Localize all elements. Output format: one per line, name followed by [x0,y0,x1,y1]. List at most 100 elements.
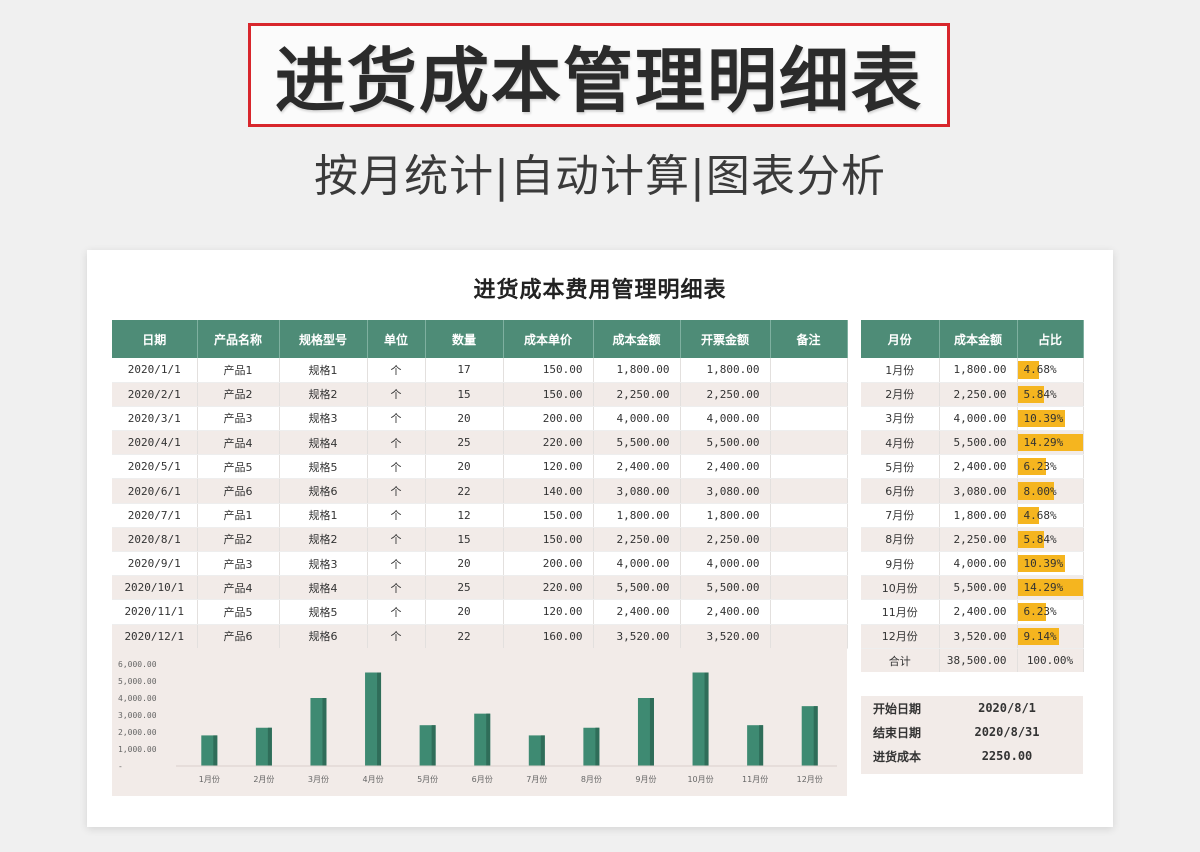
cell-cost[interactable]: 2,250.00 [939,527,1018,553]
cell-cost[interactable]: 2,400.00 [939,599,1018,625]
cell-qty[interactable]: 20 [425,551,504,577]
cell-spec[interactable]: 规格5 [279,454,368,480]
cell-month[interactable]: 5月份 [861,454,940,480]
cell-date[interactable]: 2020/10/1 [112,575,198,601]
cell-note[interactable] [770,527,848,553]
cell-product[interactable]: 产品6 [197,624,280,649]
cell-note[interactable] [770,624,848,649]
cell-invoice[interactable]: 1,800.00 [680,358,771,383]
cell-share[interactable]: 4.68% [1017,358,1084,383]
cell-qty[interactable]: 22 [425,624,504,649]
cell-product[interactable]: 产品2 [197,527,280,553]
cell-cost[interactable]: 1,800.00 [593,358,681,383]
cell-share[interactable]: 4.68% [1017,503,1084,528]
cell-qty[interactable]: 17 [425,358,504,383]
cell-price[interactable]: 120.00 [503,599,594,625]
cell-cost[interactable]: 5,500.00 [939,430,1018,456]
cell-cost[interactable]: 5,500.00 [593,575,681,601]
cell-month[interactable]: 6月份 [861,478,940,504]
cell-spec[interactable]: 规格3 [279,406,368,432]
cell-product[interactable]: 产品5 [197,454,280,480]
cell-date[interactable]: 2020/11/1 [112,599,198,625]
cell-invoice[interactable]: 1,800.00 [680,503,771,528]
cell-unit[interactable]: 个 [367,624,426,649]
cell-qty[interactable]: 15 [425,382,504,407]
cell-unit[interactable]: 个 [367,406,426,432]
cell-share[interactable]: 14.29% [1017,430,1084,456]
cell-share[interactable]: 10.39% [1017,551,1084,577]
cell-cost[interactable]: 1,800.00 [939,503,1018,528]
cell-spec[interactable]: 规格6 [279,624,368,649]
cell-product[interactable]: 产品6 [197,478,280,504]
cell-spec[interactable]: 规格5 [279,599,368,625]
cell-invoice[interactable]: 2,400.00 [680,454,771,480]
cell-cost[interactable]: 2,250.00 [939,382,1018,407]
cell-date[interactable]: 2020/3/1 [112,406,198,432]
info-value[interactable]: 2020/8/1 [978,701,1036,715]
cell-spec[interactable]: 规格4 [279,575,368,601]
cell-share[interactable]: 10.39% [1017,406,1084,432]
cell-month[interactable]: 12月份 [861,624,940,649]
cell-note[interactable] [770,382,848,407]
cell-month[interactable]: 9月份 [861,551,940,577]
cell-note[interactable] [770,358,848,383]
cell-cost[interactable]: 4,000.00 [593,551,681,577]
cell-invoice[interactable]: 2,400.00 [680,599,771,625]
cell-qty[interactable]: 12 [425,503,504,528]
cell-invoice[interactable]: 3,080.00 [680,478,771,504]
cell-qty[interactable]: 20 [425,599,504,625]
cell-month[interactable]: 4月份 [861,430,940,456]
cell-unit[interactable]: 个 [367,478,426,504]
cell-cost[interactable]: 4,000.00 [939,406,1018,432]
cell-invoice[interactable]: 3,520.00 [680,624,771,649]
cell-note[interactable] [770,503,848,528]
info-value[interactable]: 2250.00 [981,749,1033,763]
cell-invoice[interactable]: 2,250.00 [680,527,771,553]
cell-share[interactable]: 6.23% [1017,454,1084,480]
cell-share[interactable]: 9.14% [1017,624,1084,649]
cell-price[interactable]: 220.00 [503,575,594,601]
cell-unit[interactable]: 个 [367,599,426,625]
cell-price[interactable]: 200.00 [503,406,594,432]
cell-share[interactable]: 5.84% [1017,527,1084,553]
cell-qty[interactable]: 25 [425,430,504,456]
cell-date[interactable]: 2020/1/1 [112,358,198,383]
cell-product[interactable]: 产品4 [197,430,280,456]
cell-share[interactable]: 8.00% [1017,478,1084,504]
cell-spec[interactable]: 规格1 [279,503,368,528]
cell-note[interactable] [770,551,848,577]
cell-price[interactable]: 120.00 [503,454,594,480]
cell-cost[interactable]: 2,400.00 [593,599,681,625]
cell-note[interactable] [770,599,848,625]
cell-spec[interactable]: 规格4 [279,430,368,456]
cell-unit[interactable]: 个 [367,430,426,456]
cell-qty[interactable]: 22 [425,478,504,504]
cell-note[interactable] [770,406,848,432]
cell-cost[interactable]: 4,000.00 [593,406,681,432]
cell-spec[interactable]: 规格6 [279,478,368,504]
info-value[interactable]: 2020/8/31 [974,725,1040,739]
cell-product[interactable]: 产品3 [197,406,280,432]
cell-cost[interactable]: 3,520.00 [593,624,681,649]
cell-share[interactable]: 6.23% [1017,599,1084,625]
cell-date[interactable]: 2020/9/1 [112,551,198,577]
cell-product[interactable]: 产品2 [197,382,280,407]
cell-unit[interactable]: 个 [367,527,426,553]
cell-cost[interactable]: 2,250.00 [593,382,681,407]
cell-price[interactable]: 140.00 [503,478,594,504]
cell-cost[interactable]: 2,250.00 [593,527,681,553]
cell-month[interactable]: 7月份 [861,503,940,528]
cell-spec[interactable]: 规格3 [279,551,368,577]
cell-month[interactable]: 11月份 [861,599,940,625]
cell-share[interactable]: 5.84% [1017,382,1084,407]
cell-note[interactable] [770,454,848,480]
cell-cost[interactable]: 1,800.00 [593,503,681,528]
cell-date[interactable]: 2020/6/1 [112,478,198,504]
cell-product[interactable]: 产品1 [197,358,280,383]
cell-date[interactable]: 2020/5/1 [112,454,198,480]
cell-month[interactable]: 2月份 [861,382,940,407]
cell-month[interactable]: 10月份 [861,575,940,601]
cell-product[interactable]: 产品5 [197,599,280,625]
cell-unit[interactable]: 个 [367,503,426,528]
cell-cost[interactable]: 4,000.00 [939,551,1018,577]
